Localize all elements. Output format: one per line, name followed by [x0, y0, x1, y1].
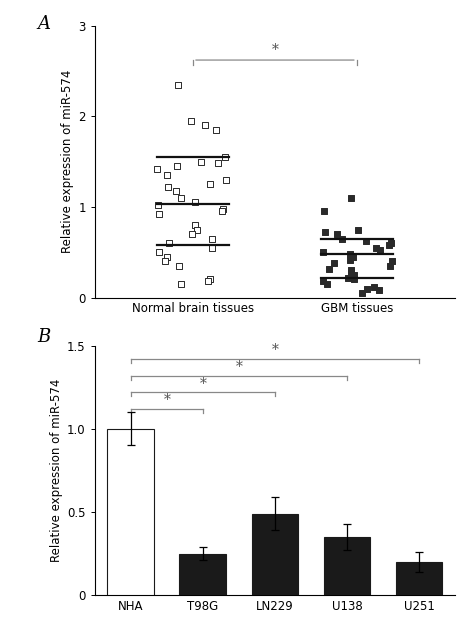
Point: [346, 249, 354, 259]
Text: A: A: [37, 15, 50, 33]
Point: [197, 156, 204, 166]
Y-axis label: Relative expression of miR-574: Relative expression of miR-574: [50, 379, 63, 562]
Point: [218, 206, 226, 216]
Point: [319, 247, 327, 257]
Point: [177, 279, 184, 289]
Point: [154, 164, 161, 174]
Point: [321, 227, 328, 237]
Bar: [396, 562, 442, 595]
Bar: [324, 537, 370, 595]
Text: *: *: [236, 360, 242, 374]
Text: *: *: [164, 393, 170, 407]
Point: [208, 243, 216, 253]
Point: [323, 279, 331, 289]
Point: [386, 260, 394, 271]
Point: [175, 260, 183, 271]
Point: [155, 247, 162, 257]
Point: [188, 229, 196, 239]
Point: [172, 186, 180, 196]
Point: [221, 152, 229, 162]
Point: [376, 245, 384, 255]
Point: [350, 270, 358, 280]
Point: [163, 170, 171, 180]
Point: [349, 252, 357, 262]
Text: *: *: [272, 44, 278, 58]
Point: [174, 79, 182, 90]
Point: [347, 265, 355, 275]
Bar: [252, 514, 298, 595]
Point: [206, 275, 214, 285]
Point: [320, 206, 328, 216]
Point: [350, 275, 358, 285]
Point: [191, 197, 199, 207]
Point: [163, 252, 171, 262]
Point: [204, 276, 211, 286]
Point: [222, 175, 230, 185]
Point: [370, 282, 377, 292]
Text: B: B: [37, 328, 50, 346]
Point: [385, 240, 393, 250]
Point: [162, 256, 169, 266]
Point: [164, 182, 172, 192]
Bar: [108, 429, 154, 595]
Point: [187, 116, 195, 126]
Point: [212, 125, 219, 135]
Point: [191, 220, 198, 230]
Point: [154, 200, 162, 210]
Text: *: *: [272, 343, 278, 357]
Point: [330, 258, 337, 268]
Point: [362, 236, 370, 246]
Point: [347, 267, 355, 277]
Point: [355, 225, 362, 235]
Point: [207, 179, 214, 189]
Point: [155, 209, 163, 220]
Point: [333, 229, 340, 239]
Point: [389, 256, 396, 266]
Point: [165, 238, 173, 248]
Point: [319, 276, 327, 286]
Point: [387, 238, 395, 248]
Point: [375, 285, 383, 296]
Point: [193, 225, 201, 235]
Y-axis label: Relative expression of miR-574: Relative expression of miR-574: [61, 70, 74, 253]
Point: [372, 243, 380, 253]
Point: [209, 234, 216, 244]
Point: [173, 161, 181, 172]
Point: [325, 264, 333, 274]
Point: [363, 284, 370, 294]
Text: *: *: [200, 376, 206, 390]
Point: [201, 120, 209, 131]
Bar: [180, 554, 226, 595]
Point: [177, 193, 185, 203]
Point: [344, 273, 352, 283]
Point: [219, 204, 227, 214]
Point: [346, 254, 354, 265]
Point: [358, 288, 366, 298]
Point: [338, 234, 346, 244]
Point: [215, 158, 222, 168]
Point: [347, 193, 355, 203]
